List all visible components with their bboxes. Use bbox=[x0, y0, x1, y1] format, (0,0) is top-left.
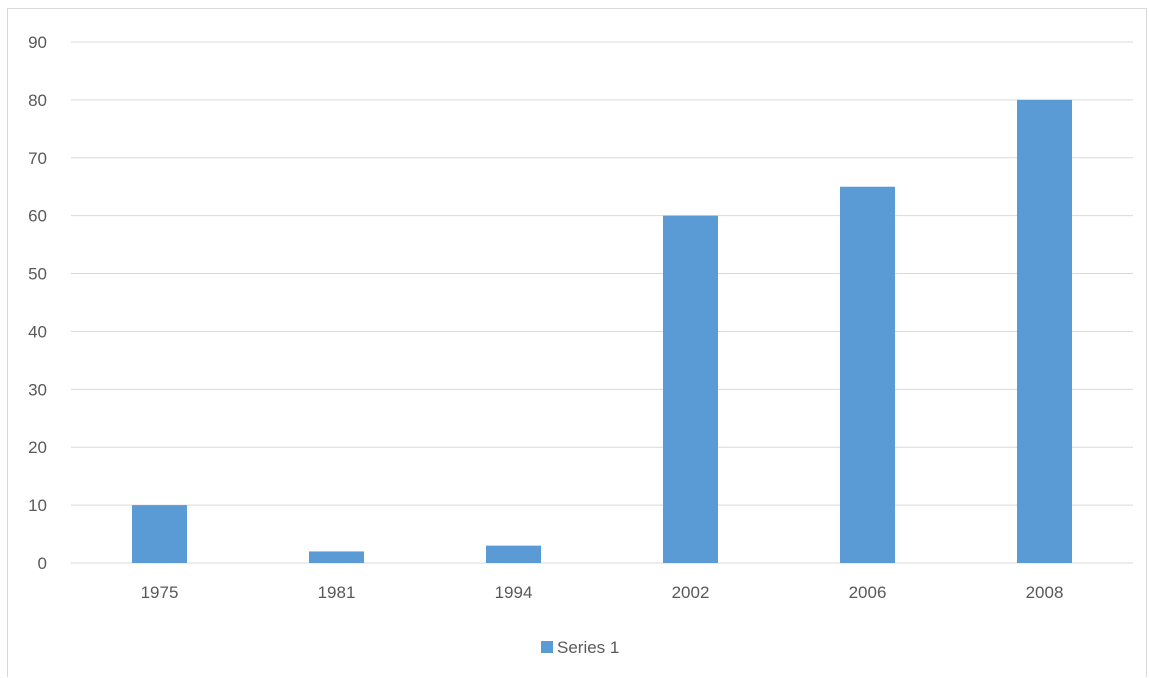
bar-2006 bbox=[840, 186, 895, 563]
y-tick-label-0: 0 bbox=[38, 554, 47, 573]
x-tick-label-2008: 2008 bbox=[1026, 583, 1064, 602]
y-tick-label-40: 40 bbox=[28, 322, 47, 341]
y-tick-label-80: 80 bbox=[28, 91, 47, 110]
legend: Series 1 bbox=[541, 638, 619, 657]
bar-1981 bbox=[309, 551, 364, 563]
x-tick-label-1975: 1975 bbox=[141, 583, 179, 602]
gridlines bbox=[71, 41, 1133, 564]
bar-2008 bbox=[1017, 99, 1072, 563]
x-tick-label-1994: 1994 bbox=[495, 583, 533, 602]
bar-1994 bbox=[486, 545, 541, 563]
y-tick-label-90: 90 bbox=[28, 33, 47, 52]
legend-swatch bbox=[541, 641, 553, 653]
chart-frame bbox=[7, 8, 1147, 677]
y-tick-label-50: 50 bbox=[28, 265, 47, 284]
y-tick-label-70: 70 bbox=[28, 149, 47, 168]
y-tick-label-60: 60 bbox=[28, 207, 47, 226]
y-axis-tick-labels: 0 10 20 30 40 50 60 70 80 90 bbox=[28, 33, 47, 573]
y-tick-label-20: 20 bbox=[28, 438, 47, 457]
y-tick-label-30: 30 bbox=[28, 380, 47, 399]
bars bbox=[132, 99, 1072, 563]
x-tick-label-1981: 1981 bbox=[318, 583, 356, 602]
x-tick-label-2006: 2006 bbox=[849, 583, 887, 602]
x-axis-tick-labels: 1975 1981 1994 2002 2006 2008 bbox=[141, 583, 1064, 602]
y-tick-label-10: 10 bbox=[28, 496, 47, 515]
legend-label: Series 1 bbox=[557, 638, 619, 657]
x-tick-label-2002: 2002 bbox=[672, 583, 710, 602]
bar-1975 bbox=[132, 505, 187, 563]
bar-2002 bbox=[663, 215, 718, 563]
